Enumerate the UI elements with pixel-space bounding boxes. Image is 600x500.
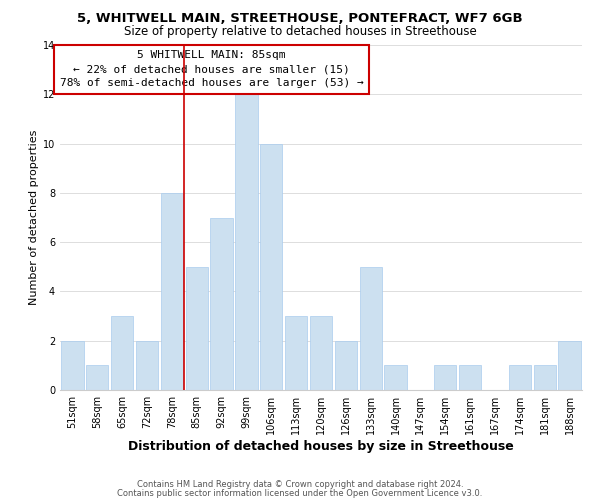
Bar: [533, 366, 556, 390]
Text: 5 WHITWELL MAIN: 85sqm
← 22% of detached houses are smaller (15)
78% of semi-det: 5 WHITWELL MAIN: 85sqm ← 22% of detached…: [59, 50, 363, 88]
Bar: [335, 340, 357, 390]
Bar: [310, 316, 332, 390]
Bar: [260, 144, 283, 390]
X-axis label: Distribution of detached houses by size in Streethouse: Distribution of detached houses by size …: [128, 440, 514, 452]
Bar: [559, 340, 581, 390]
Bar: [185, 267, 208, 390]
Bar: [459, 366, 481, 390]
Bar: [86, 366, 109, 390]
Bar: [285, 316, 307, 390]
Bar: [211, 218, 233, 390]
Bar: [136, 340, 158, 390]
Bar: [161, 193, 183, 390]
Bar: [111, 316, 133, 390]
Bar: [235, 94, 257, 390]
Text: Size of property relative to detached houses in Streethouse: Size of property relative to detached ho…: [124, 25, 476, 38]
Text: Contains HM Land Registry data © Crown copyright and database right 2024.: Contains HM Land Registry data © Crown c…: [137, 480, 463, 489]
Text: 5, WHITWELL MAIN, STREETHOUSE, PONTEFRACT, WF7 6GB: 5, WHITWELL MAIN, STREETHOUSE, PONTEFRAC…: [77, 12, 523, 26]
Text: Contains public sector information licensed under the Open Government Licence v3: Contains public sector information licen…: [118, 488, 482, 498]
Bar: [509, 366, 531, 390]
Bar: [385, 366, 407, 390]
Bar: [359, 267, 382, 390]
Bar: [61, 340, 83, 390]
Y-axis label: Number of detached properties: Number of detached properties: [29, 130, 38, 305]
Bar: [434, 366, 457, 390]
